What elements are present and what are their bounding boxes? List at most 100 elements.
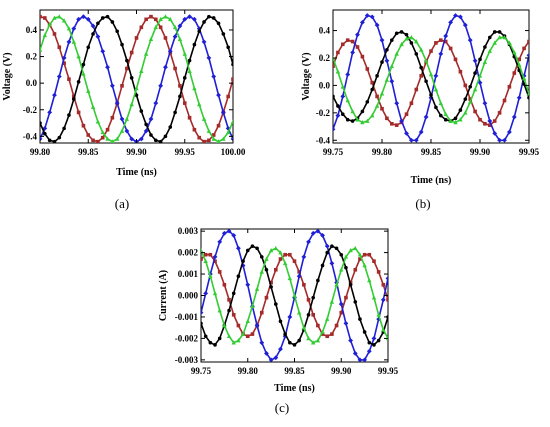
data-point (385, 336, 388, 341)
y-tick-label: -0.4 (23, 131, 38, 141)
data-point (207, 138, 211, 143)
data-point (340, 93, 346, 99)
data-point (438, 100, 443, 106)
x-tick-label: 100.00 (221, 147, 246, 157)
data-point (371, 336, 377, 341)
data-point (144, 122, 148, 127)
series-red (201, 252, 388, 339)
data-point (125, 58, 129, 63)
data-point (372, 259, 376, 263)
data-point (134, 36, 139, 40)
data-point (216, 92, 221, 98)
data-point (52, 92, 57, 98)
data-point (120, 84, 124, 88)
data-point (414, 52, 419, 56)
data-point (311, 340, 316, 345)
data-point (458, 108, 463, 112)
data-point (173, 66, 177, 71)
data-point (187, 115, 192, 120)
data-point (463, 97, 468, 101)
data-point (419, 65, 424, 70)
data-point (71, 97, 76, 101)
data-point (384, 58, 390, 64)
data-point (86, 133, 91, 137)
data-point (448, 118, 453, 123)
data-point (345, 117, 350, 122)
y-axis-label: Voltage (V) (2, 52, 13, 100)
data-point (264, 256, 269, 261)
data-point (288, 252, 292, 257)
data-point (386, 297, 388, 302)
data-point (42, 32, 48, 38)
data-point (47, 138, 52, 143)
x-tick-label: 99.75 (323, 147, 344, 157)
data-point (134, 86, 139, 91)
data-point (339, 267, 344, 272)
data-point (203, 334, 208, 339)
data-point (497, 111, 502, 115)
data-point (207, 14, 211, 19)
data-point (343, 254, 349, 259)
data-point (348, 338, 353, 343)
data-point (492, 30, 497, 34)
data-point (274, 267, 278, 272)
data-point (365, 118, 370, 123)
chart-panel-2: 99.75 99.80 99.85 99.90 99.95 0.4 0.2 0.0 -0.2 -0… (301, 9, 540, 211)
data-point (355, 45, 360, 49)
data-point (52, 15, 57, 20)
data-point (105, 14, 110, 19)
data-point (178, 84, 182, 88)
data-point (220, 110, 226, 115)
plot-area (201, 229, 388, 362)
data-point (345, 38, 350, 42)
data-point (419, 74, 423, 78)
data-point (206, 128, 212, 133)
data-point (202, 20, 206, 24)
data-point (250, 332, 255, 336)
series-green (201, 245, 388, 345)
data-point (297, 338, 301, 343)
x-tick-label: 99.85 (421, 147, 442, 157)
data-point (488, 35, 492, 40)
x-tick-label: 99.95 (378, 366, 399, 376)
data-point (192, 42, 197, 47)
data-point (236, 274, 241, 278)
data-point (221, 230, 227, 236)
data-point (463, 110, 468, 115)
data-point (404, 131, 409, 136)
data-point (458, 69, 463, 74)
data-point (526, 52, 529, 58)
data-point (385, 47, 389, 52)
data-point (385, 275, 388, 281)
data-point (138, 136, 144, 142)
data-point (149, 133, 153, 137)
data-point (212, 290, 218, 296)
data-point (362, 263, 367, 268)
data-point (404, 112, 409, 117)
x-axis-label: Time (ns) (411, 175, 452, 186)
y-tick-label: 0.4 (26, 25, 38, 35)
data-point (394, 51, 399, 56)
data-point (429, 93, 433, 97)
data-point (409, 101, 414, 106)
data-point (43, 16, 47, 20)
data-point (371, 295, 377, 300)
data-point (236, 338, 241, 343)
data-point (483, 122, 487, 126)
data-point (278, 319, 283, 324)
data-point (389, 78, 395, 84)
data-point (259, 269, 264, 274)
data-point (472, 58, 478, 64)
data-point (434, 105, 438, 110)
data-point (517, 57, 521, 62)
data-point (119, 128, 125, 133)
data-point (292, 343, 297, 347)
data-point (264, 295, 269, 300)
data-point (182, 101, 187, 105)
data-point (217, 239, 223, 245)
data-point (158, 25, 163, 30)
data-point (208, 340, 213, 345)
x-tick-label: 99.90 (331, 366, 352, 376)
data-point (129, 76, 134, 80)
data-point (213, 343, 217, 347)
